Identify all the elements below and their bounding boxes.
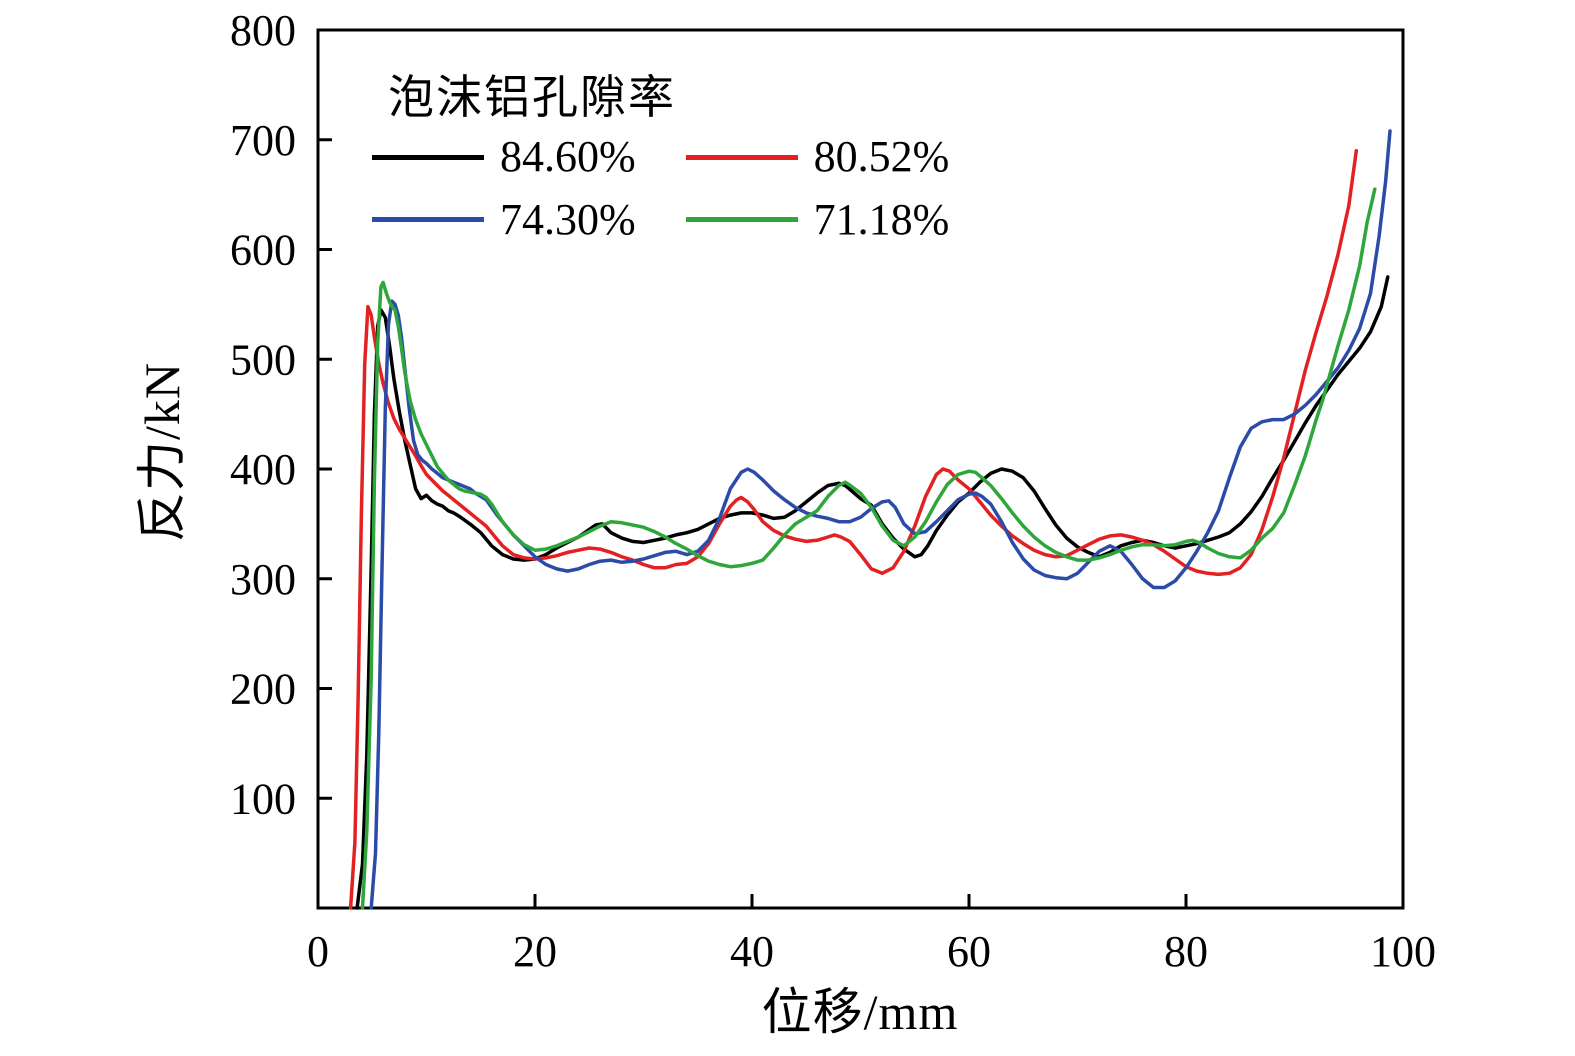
- y-tick-label: 300: [230, 555, 296, 604]
- x-tick-label: 0: [307, 927, 329, 976]
- legend: 泡沫铝孔隙率 84.60% 80.52% 74.30% 71.18%: [372, 70, 949, 244]
- y-axis-title: 反力/kN: [134, 362, 190, 542]
- y-tick-label: 200: [230, 665, 296, 714]
- x-tick-label: 80: [1164, 927, 1208, 976]
- legend-label: 84.60%: [500, 132, 636, 182]
- series-line-84.60%: [355, 275, 1390, 910]
- y-tick-label: 500: [230, 335, 296, 384]
- legend-grid: 84.60% 80.52% 74.30% 71.18%: [372, 132, 950, 244]
- legend-label: 80.52%: [813, 132, 950, 182]
- legend-line-swatch-blue: [372, 217, 484, 223]
- legend-item-84-60: 84.60%: [372, 132, 636, 182]
- x-tick-label: 40: [730, 927, 774, 976]
- y-tick-label: 100: [230, 774, 296, 823]
- legend-label: 71.18%: [813, 194, 950, 244]
- y-tick-label: 600: [230, 226, 296, 275]
- legend-line-swatch-black: [372, 154, 484, 160]
- x-tick-label: 60: [947, 927, 991, 976]
- legend-label: 74.30%: [500, 194, 636, 244]
- series-line-80.52%: [348, 148, 1359, 910]
- legend-title: 泡沫铝孔隙率: [388, 72, 676, 123]
- y-tick-label: 700: [230, 116, 296, 165]
- x-tick-label: 100: [1370, 927, 1436, 976]
- y-tick-label: 400: [230, 445, 296, 494]
- legend-item-74-30: 74.30%: [372, 194, 636, 244]
- x-axis-title: 位移/mm: [761, 984, 959, 1040]
- legend-item-80-52: 80.52%: [685, 132, 950, 182]
- legend-item-71-18: 71.18%: [685, 194, 950, 244]
- series-line-71.18%: [360, 187, 1377, 910]
- y-tick-label: 800: [230, 6, 296, 55]
- legend-line-swatch-green: [685, 217, 798, 223]
- legend-line-swatch-red: [685, 154, 798, 160]
- x-tick-label: 20: [513, 927, 557, 976]
